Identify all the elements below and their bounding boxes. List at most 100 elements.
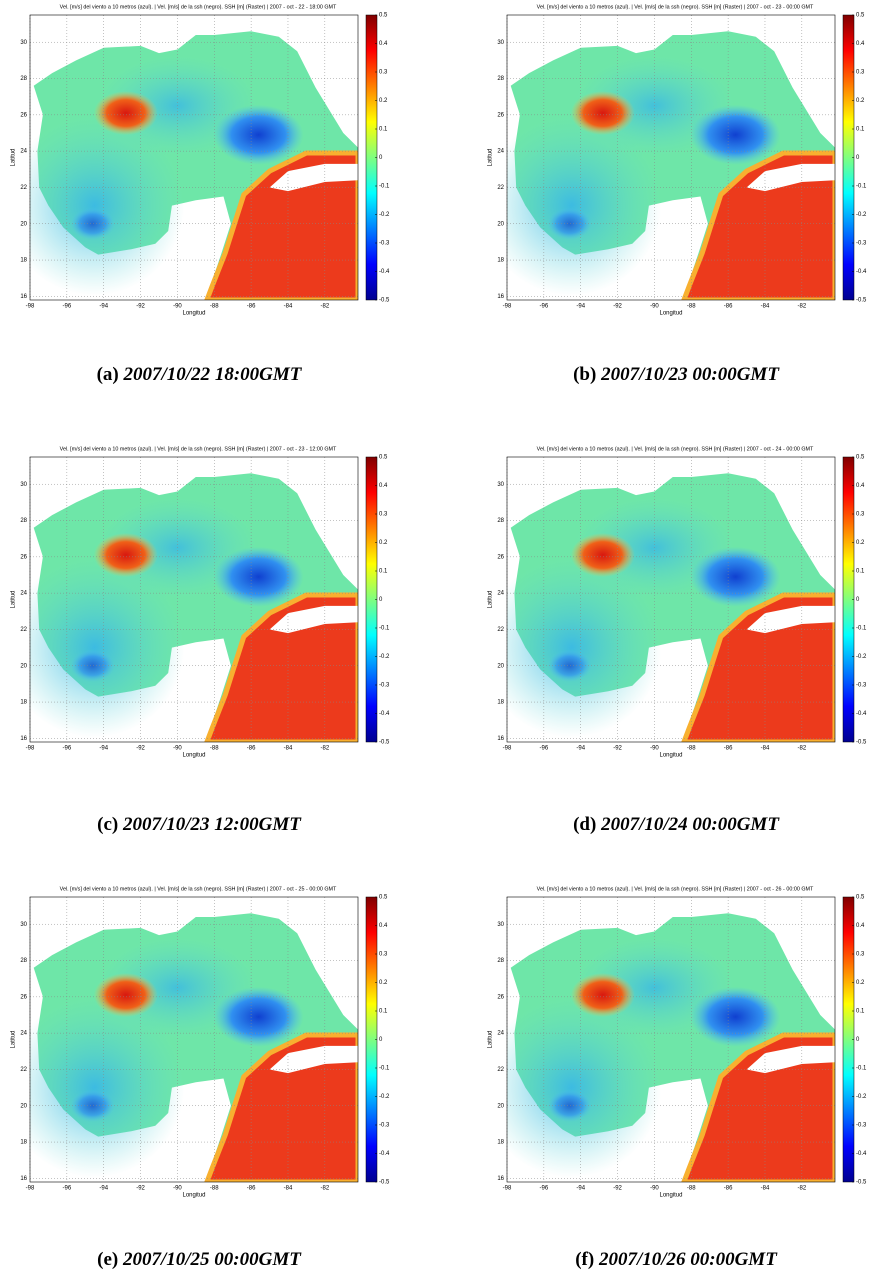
y-axis-label: Latitud — [11, 148, 17, 166]
y-tick-label: 24 — [497, 591, 504, 597]
warm-eddy — [93, 91, 158, 136]
y-tick-label: 28 — [20, 76, 27, 82]
y-tick-label: 28 — [497, 958, 504, 964]
y-axis-label: Latitud — [11, 590, 17, 608]
y-tick-label: 16 — [497, 294, 504, 300]
caption-label: (c) — [97, 814, 118, 835]
x-tick-label: -98 — [503, 1186, 512, 1192]
warm-eddy — [93, 973, 158, 1018]
west-blob — [30, 115, 185, 296]
caption: (c) 2007/10/23 12:00GMT — [97, 814, 302, 835]
y-tick-label: 20 — [497, 1103, 504, 1109]
cuba — [746, 605, 835, 634]
x-tick-label: -84 — [284, 1186, 293, 1192]
colorbar-tick-label: -0.4 — [856, 711, 867, 717]
x-axis-label: Longitud — [659, 753, 682, 759]
x-tick-label: -90 — [173, 304, 182, 310]
x-axis-label: Longitud — [659, 311, 682, 317]
x-axis-label: Longitud — [182, 753, 205, 759]
x-tick-label: -88 — [210, 746, 219, 752]
x-tick-label: -84 — [284, 304, 293, 310]
caribbean — [204, 592, 358, 742]
y-tick-label: 20 — [20, 1103, 27, 1109]
colorbar-tick-label: -0.2 — [379, 212, 390, 218]
ssh-map — [507, 913, 835, 1182]
panel-title: Vel. [m/s] del viento a 10 metros (azul)… — [60, 886, 337, 892]
colorbar-tick-label: -0.5 — [379, 740, 390, 746]
panel-title: Vel. [m/s] del viento a 10 metros (azul)… — [60, 446, 337, 452]
x-tick-label: -82 — [797, 746, 806, 752]
colorbar-tick-label: -0.4 — [856, 269, 867, 275]
plot-frame — [29, 456, 359, 743]
colorbar-tick-label: 0.1 — [856, 1009, 865, 1015]
y-tick-label: 16 — [20, 736, 27, 742]
x-tick-label: -90 — [650, 746, 659, 752]
y-tick-label: 22 — [20, 185, 27, 191]
y-tick-label: 30 — [20, 40, 27, 46]
panel-title: Vel. [m/s] del viento a 10 metros (azul)… — [537, 4, 814, 10]
x-tick-label: -88 — [687, 746, 696, 752]
panel: -98 -96 -94 -92 -90 -88 -86 -84 -82 16 18 20 22 24 26 2… — [11, 886, 390, 1270]
colorbar-tick-label: -0.1 — [379, 626, 390, 632]
y-tick-label: 16 — [497, 736, 504, 742]
caption: (b) 2007/10/23 00:00GMT — [573, 364, 780, 385]
caption-label: (b) — [573, 364, 596, 385]
panel: -98 -96 -94 -92 -90 -88 -86 -84 -82 16 18 20 22 24 26 2… — [11, 4, 390, 385]
colorbar-tick-label: 0.3 — [379, 512, 388, 518]
x-tick-label: -98 — [503, 746, 512, 752]
caption-label: (e) — [97, 1249, 118, 1270]
y-tick-label: 26 — [20, 554, 27, 560]
x-tick-label: -92 — [613, 746, 622, 752]
ssh-map — [30, 31, 358, 300]
colorbar-tick-label: -0.2 — [856, 212, 867, 218]
y-tick-label: 26 — [497, 112, 504, 118]
y-axis-label: Latitud — [11, 1030, 17, 1048]
y-tick-label: 22 — [497, 627, 504, 633]
colorbar-tick-label: -0.5 — [856, 298, 867, 304]
cold-eddy — [213, 986, 304, 1047]
x-tick-label: -82 — [320, 304, 329, 310]
colorbar-tick-label: 0 — [856, 1037, 860, 1043]
caribbean — [681, 1032, 835, 1182]
y-tick-label: 26 — [497, 994, 504, 1000]
caribbean — [681, 150, 835, 300]
plot-frame — [29, 14, 359, 301]
y-tick-label: 16 — [497, 1176, 504, 1182]
y-tick-label: 30 — [497, 482, 504, 488]
caption-text: 2007/10/23 12:00GMT — [122, 814, 302, 835]
colorbar-tick-label: -0.3 — [856, 683, 867, 689]
colorbar-tick-label: -0.4 — [379, 1151, 390, 1157]
colorbar-tick-label: 0.4 — [379, 923, 388, 929]
colorbar-tick-label: 0 — [379, 1037, 383, 1043]
caption-text: 2007/10/23 00:00GMT — [600, 364, 780, 385]
x-tick-label: -82 — [320, 1186, 329, 1192]
caption-label: (d) — [573, 814, 596, 835]
y-tick-label: 26 — [20, 112, 27, 118]
x-axis-label: Longitud — [659, 1193, 682, 1199]
colorbar-tick-label: -0.4 — [379, 269, 390, 275]
y-tick-label: 26 — [497, 554, 504, 560]
cold-eddy — [213, 104, 304, 165]
x-tick-label: -82 — [797, 304, 806, 310]
y-tick-label: 20 — [497, 221, 504, 227]
x-tick-label: -88 — [210, 1186, 219, 1192]
x-tick-label: -96 — [540, 1186, 549, 1192]
x-tick-label: -92 — [136, 1186, 145, 1192]
y-tick-label: 26 — [20, 994, 27, 1000]
y-tick-label: 22 — [497, 185, 504, 191]
colorbar-tick-label: 0.5 — [379, 895, 388, 901]
y-tick-label: 18 — [20, 700, 27, 706]
plot-frame — [29, 896, 359, 1183]
colorbar-tick-label: -0.5 — [856, 740, 867, 746]
y-tick-label: 30 — [497, 40, 504, 46]
colorbar-tick-label: 0 — [379, 597, 383, 603]
panel: -98 -96 -94 -92 -90 -88 -86 -84 -82 16 18 20 22 24 26 2… — [488, 4, 867, 385]
caribbean — [681, 592, 835, 742]
colorbar-tick-label: -0.3 — [379, 241, 390, 247]
colorbar-tick-label: 0.3 — [379, 952, 388, 958]
y-tick-label: 20 — [20, 221, 27, 227]
y-axis-label: Latitud — [488, 1030, 494, 1048]
colorbar-tick-label: -0.1 — [856, 626, 867, 632]
colorbar-tick-label: -0.3 — [856, 241, 867, 247]
